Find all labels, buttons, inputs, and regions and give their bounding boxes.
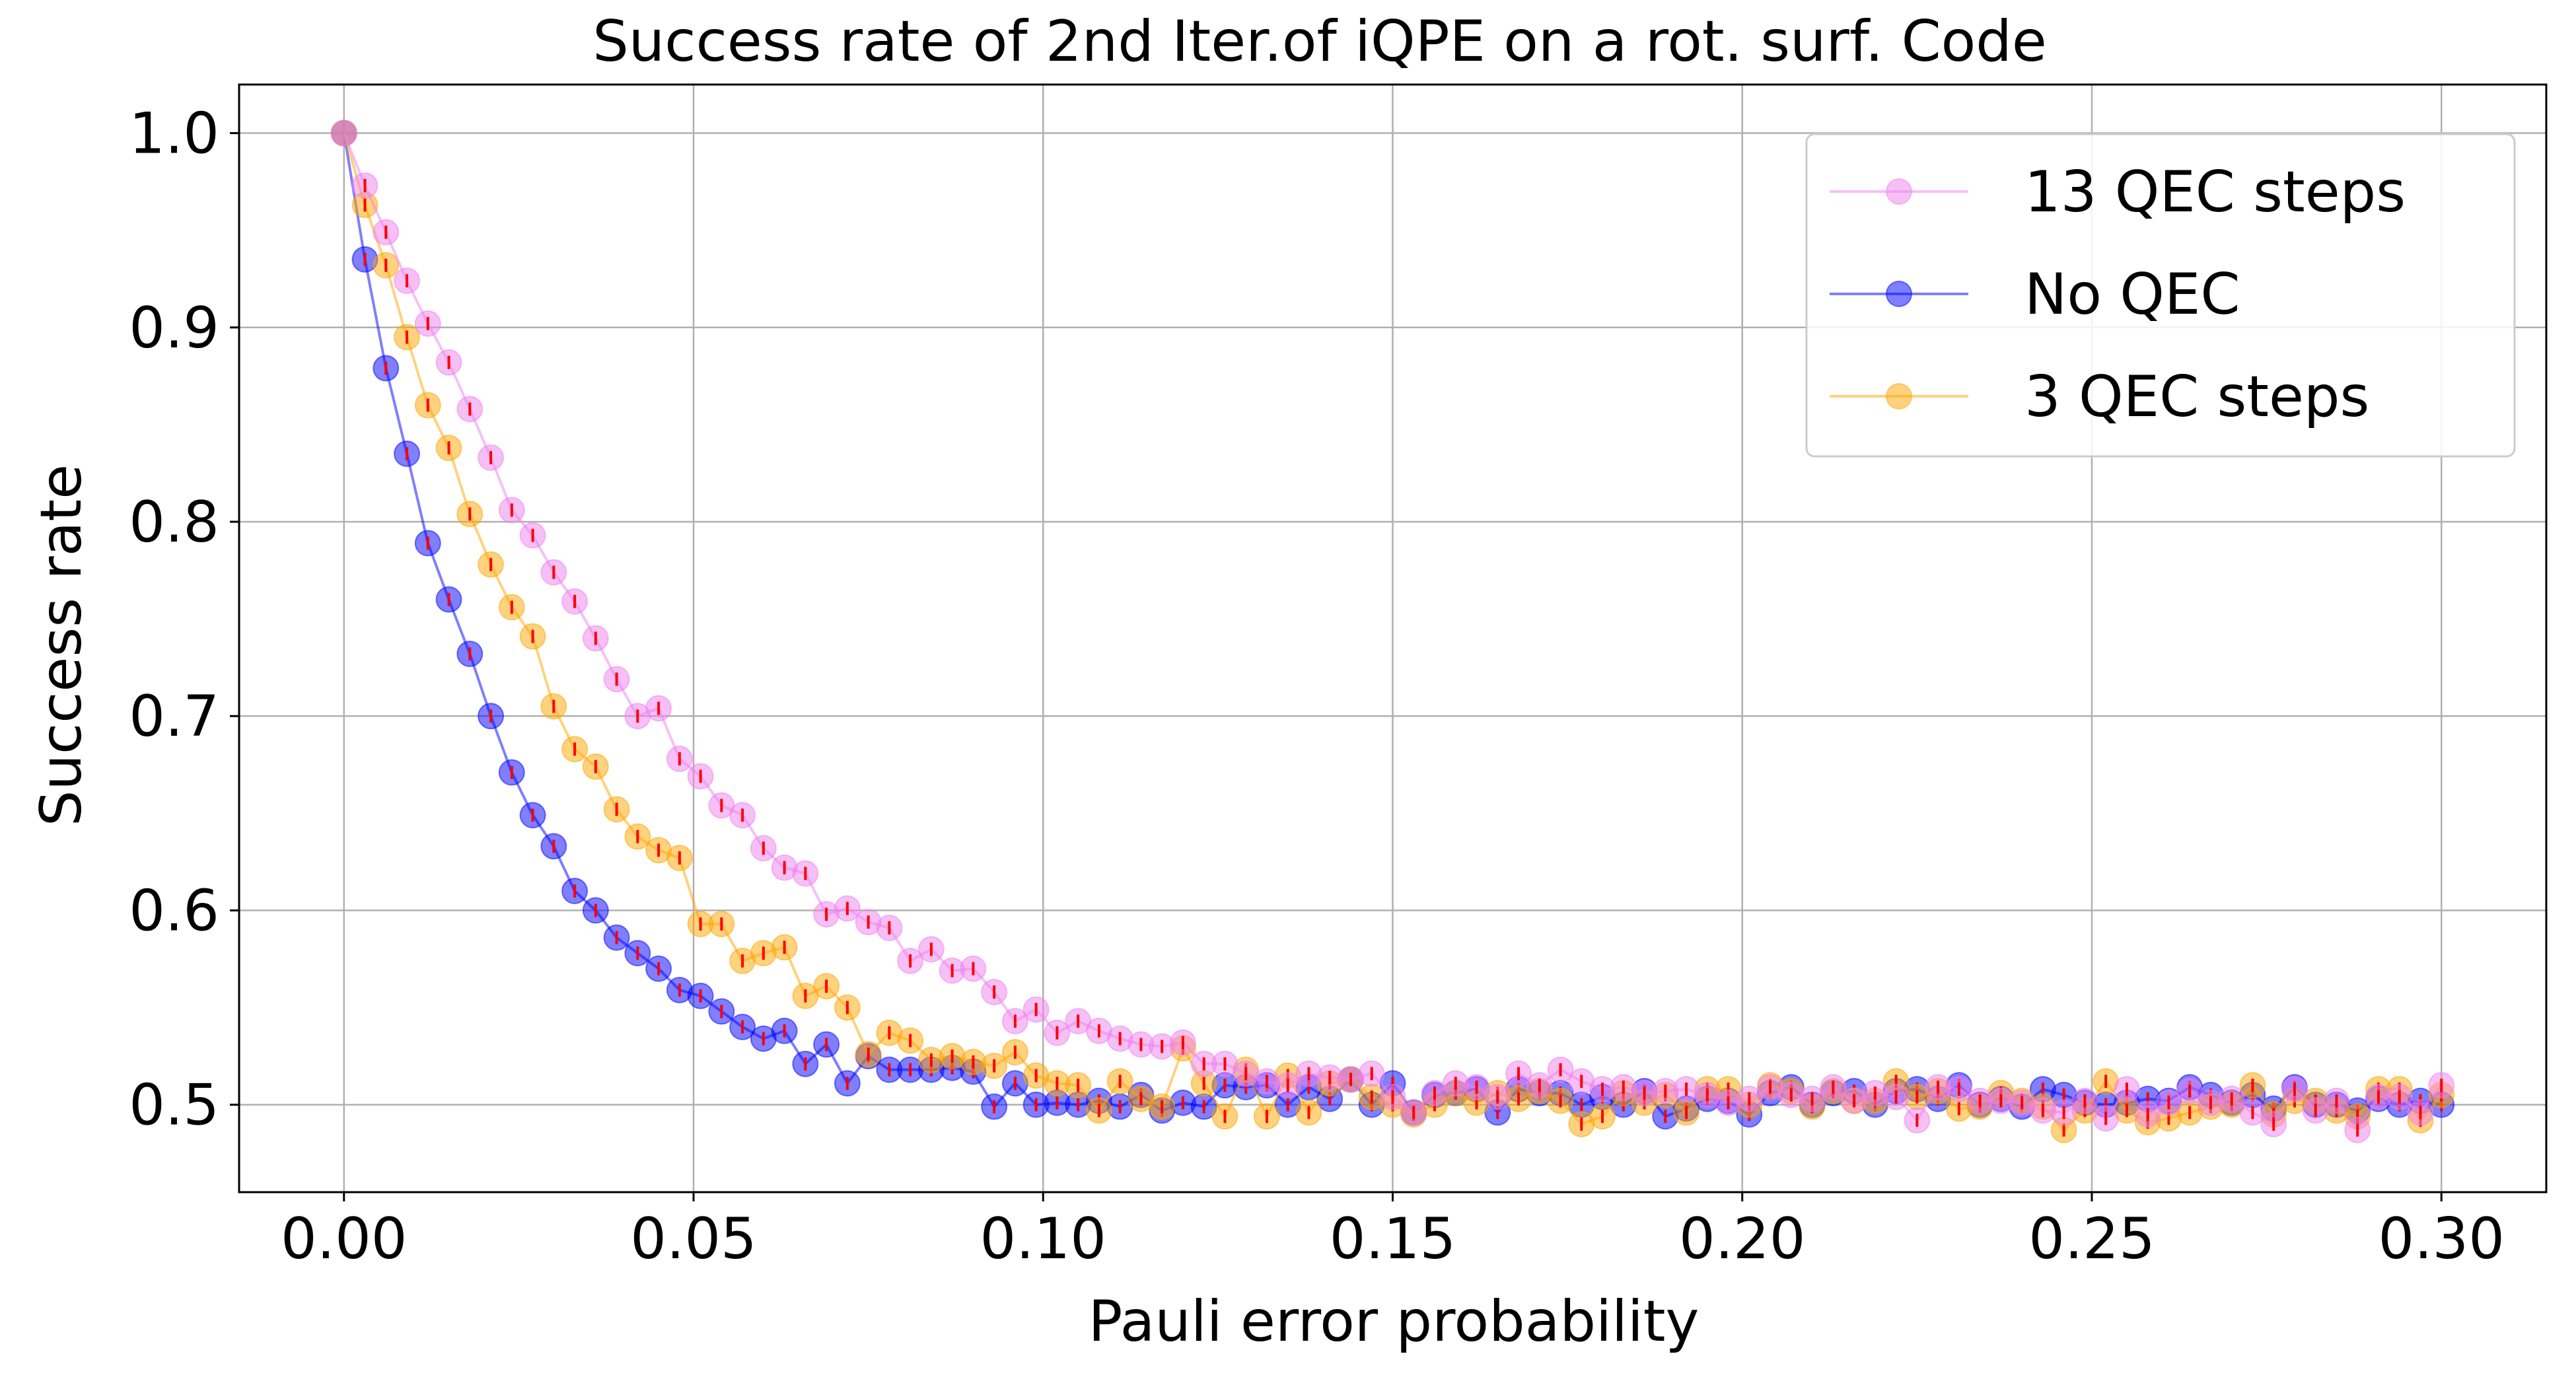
grid <box>239 85 2546 1192</box>
y-tick-label: 0.9 <box>129 295 219 361</box>
x-tick-label: 0.00 <box>281 1206 407 1272</box>
legend: 13 QEC steps No QEC 3 QEC steps <box>1805 133 2516 458</box>
y-tick-label: 0.8 <box>129 489 219 555</box>
y-tick-label: 0.5 <box>129 1073 219 1139</box>
axes-ticks: 0.00 0.05 0.10 0.15 0.20 0.25 0.30 0.5 0.6 0.7 0.8… <box>129 101 2505 1272</box>
x-tick-label: 0.30 <box>2378 1206 2504 1272</box>
series-13-qec-steps <box>330 120 2455 1143</box>
legend-frame <box>1805 133 2516 458</box>
legend-label: 3 QEC steps <box>2024 364 2369 430</box>
legend-label: No QEC <box>2024 262 2240 328</box>
legend-label: 13 QEC steps <box>2024 159 2406 225</box>
x-axis-label: Pauli error probability <box>1089 1289 1699 1355</box>
x-tick-label: 0.15 <box>1330 1206 1456 1272</box>
x-tick-label: 0.20 <box>1679 1206 1805 1272</box>
data-point <box>330 120 357 147</box>
x-tick-label: 0.05 <box>630 1206 756 1272</box>
legend-entry: 3 QEC steps <box>1830 364 2369 430</box>
y-tick-label: 1.0 <box>129 101 219 167</box>
x-tick-label: 0.25 <box>2028 1206 2155 1272</box>
plot-area <box>330 120 2455 1143</box>
y-tick-label: 0.6 <box>129 878 219 944</box>
x-tick-label: 0.10 <box>980 1206 1106 1272</box>
legend-marker <box>1886 178 1912 205</box>
legend-entry: No QEC <box>1830 262 2240 328</box>
y-axis-label: Success rate <box>28 464 94 826</box>
legend-marker <box>1886 281 1912 307</box>
legend-entry: 13 QEC steps <box>1830 159 2406 225</box>
legend-marker <box>1886 383 1912 409</box>
y-tick-label: 0.7 <box>129 684 219 750</box>
chart-title: Success rate of 2nd Iter.of iQPE on a ro… <box>592 9 2047 75</box>
